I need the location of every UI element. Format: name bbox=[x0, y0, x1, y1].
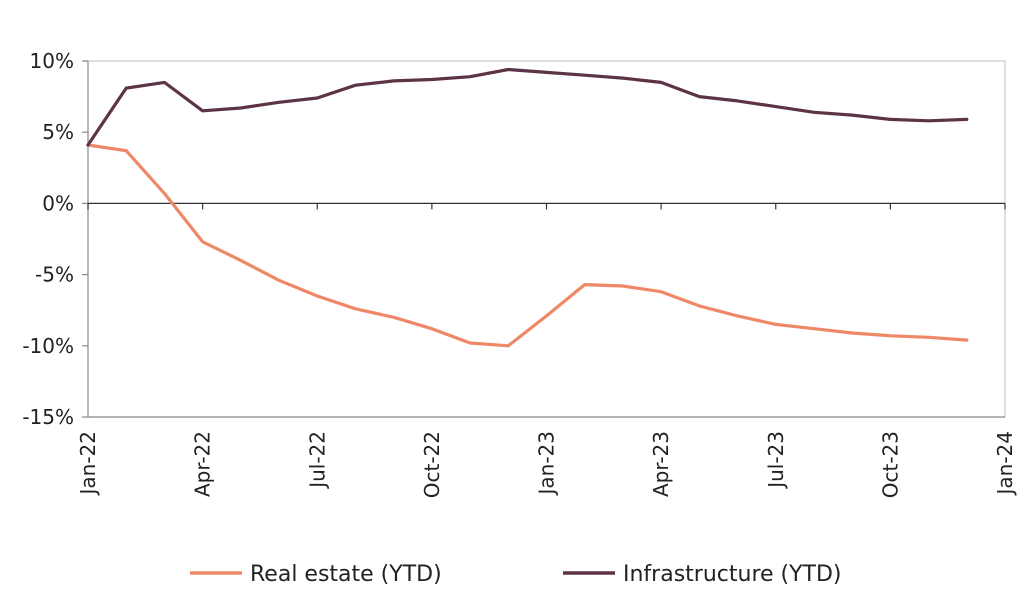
y-tick-label: -5% bbox=[35, 263, 74, 287]
y-tick-label: 5% bbox=[42, 120, 74, 144]
x-tick-label: Jul-22 bbox=[305, 431, 329, 490]
x-tick-label: Apr-22 bbox=[191, 431, 215, 497]
y-tick-label: -15% bbox=[22, 405, 74, 429]
y-tick-label: -10% bbox=[22, 334, 74, 358]
series-line-1 bbox=[86, 67, 969, 147]
y-tick-label: 10% bbox=[30, 49, 74, 73]
x-tick-label: Apr-23 bbox=[649, 431, 673, 497]
x-tick-label: Jul-23 bbox=[764, 431, 788, 490]
x-tick-label: Jan-24 bbox=[993, 431, 1017, 497]
x-tick-label: Oct-23 bbox=[878, 431, 902, 498]
legend-label-1: Infrastructure (YTD) bbox=[623, 562, 842, 587]
series-line-0 bbox=[86, 143, 969, 348]
plot-frame bbox=[87, 60, 1006, 418]
legend-label-0: Real estate (YTD) bbox=[250, 562, 442, 587]
x-tick-label: Oct-22 bbox=[420, 431, 444, 498]
y-tick-label: 0% bbox=[42, 191, 74, 215]
x-tick-label: Jan-23 bbox=[535, 431, 559, 497]
x-tick-label: Jan-22 bbox=[76, 431, 100, 497]
